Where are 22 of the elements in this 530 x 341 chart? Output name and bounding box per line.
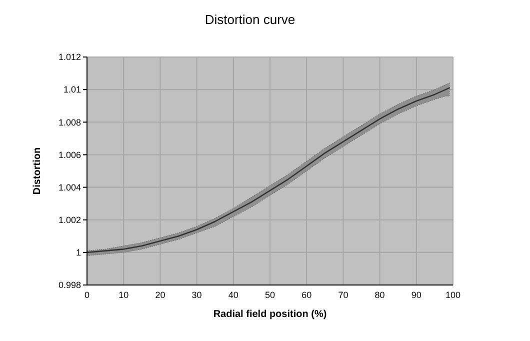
x-tick-label: 40	[228, 290, 238, 300]
y-tick-label: 0.998	[58, 280, 81, 290]
x-tick-label: 30	[192, 290, 202, 300]
x-tick-label: 100	[445, 290, 461, 300]
y-tick-label: 1	[76, 248, 81, 258]
x-tick-label: 20	[155, 290, 166, 300]
y-tick-label: 1.01	[63, 84, 81, 95]
x-tick-label: 70	[338, 290, 348, 300]
x-axis-title: Radial field position (%)	[213, 309, 327, 320]
x-tick-label: 10	[118, 290, 129, 300]
x-tick-label: 50	[264, 290, 276, 300]
x-tick-label: 80	[374, 290, 385, 300]
y-tick-label: 1.008	[58, 117, 81, 128]
x-tick-label: 0	[84, 290, 90, 300]
y-tick-label: 1.002	[58, 215, 81, 226]
y-tick-label: 1.012	[58, 52, 81, 62]
chart-title: Distortion curve	[204, 12, 296, 27]
x-tick-label: 90	[411, 290, 422, 300]
y-tick-label: 1.006	[58, 150, 81, 160]
y-tick-label: 1.004	[58, 182, 81, 192]
x-tick-label: 60	[302, 290, 312, 300]
y-axis-title: Distortion	[32, 147, 43, 195]
